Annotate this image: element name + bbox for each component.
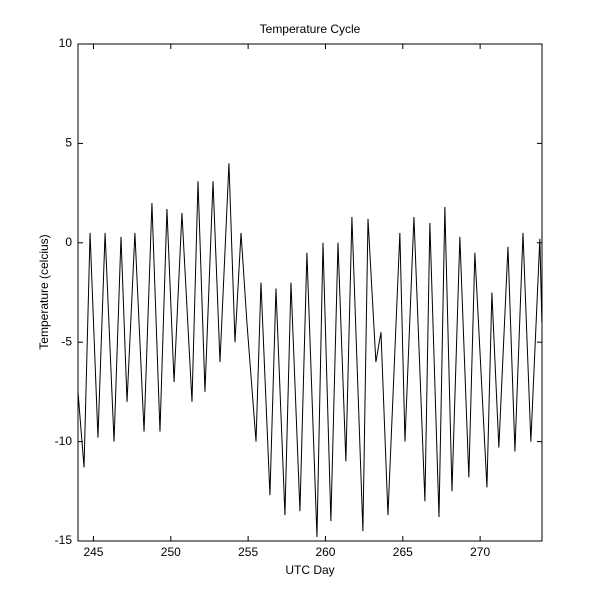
x-tick-label: 245: [83, 545, 103, 559]
y-tick-label: 10: [59, 36, 73, 50]
x-tick-label: 250: [161, 545, 181, 559]
y-tick-label: -15: [55, 533, 73, 547]
plot-frame: [77, 43, 543, 542]
x-axis-label: UTC Day: [285, 563, 334, 577]
chart-title: Temperature Cycle: [260, 22, 361, 36]
y-axis-label: Temperature (celcius): [37, 234, 51, 349]
x-tick-label: 270: [470, 545, 490, 559]
y-tick-label: -10: [55, 434, 73, 448]
y-tick-label: 5: [65, 136, 72, 150]
data-line: [77, 163, 543, 538]
x-tick-label: 265: [393, 545, 413, 559]
x-tick-label: 260: [315, 545, 335, 559]
x-tick-label: 255: [238, 545, 258, 559]
y-tick-label: 0: [65, 235, 72, 249]
y-tick-label: -5: [61, 334, 72, 348]
